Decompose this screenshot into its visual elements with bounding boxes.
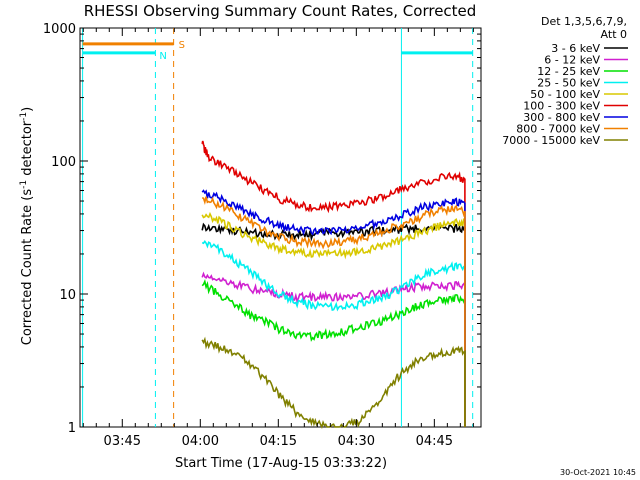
legend-entry-label: 25 - 50 keV <box>537 77 600 90</box>
legend-header-1: Det 1,3,5,6,7,9, <box>541 15 627 28</box>
legend-entry-label: 300 - 800 keV <box>523 111 600 124</box>
y-tick-label: 1 <box>68 421 76 436</box>
footer-date: 30-Oct-2021 10:45 <box>560 468 636 477</box>
legend-header-2: Att 0 <box>601 28 627 41</box>
x-tick-label: 03:45 <box>104 434 141 449</box>
series-layer <box>201 140 466 430</box>
legend-entry-label: 50 - 100 keV <box>530 88 600 101</box>
series-line <box>201 140 466 427</box>
flag-label-n: N <box>159 51 166 62</box>
y-tick-label: 1000 <box>43 22 76 37</box>
y-tick-label: 10 <box>59 288 76 303</box>
y-axis-label: Corrected Count Rate (s-1 detector-1) <box>19 107 35 345</box>
series-line <box>201 271 466 427</box>
series-line <box>201 211 466 427</box>
x-tick-label: 04:00 <box>182 434 219 449</box>
legend-entry-label: 7000 - 15000 keV <box>502 134 600 147</box>
y-axis-label-main: Corrected Count Rate (s <box>20 189 35 346</box>
legend-entry-label: 800 - 7000 keV <box>516 123 600 136</box>
y-tick-label: 100 <box>51 155 76 170</box>
series-line <box>201 279 466 427</box>
legend-entry-label: 6 - 12 keV <box>544 54 600 67</box>
y-axis-label-sup2: -1 <box>19 112 29 121</box>
flag-layer: SN <box>82 28 474 427</box>
x-tick-label: 04:15 <box>260 434 297 449</box>
plot-frame <box>79 27 482 428</box>
y-axis-label-sup1: -1 <box>19 180 29 189</box>
plot-area <box>79 27 482 428</box>
flag-label-s: S <box>179 40 185 51</box>
y-axis-label-mid: detector <box>20 120 35 180</box>
series-line <box>201 189 466 427</box>
series-line <box>201 196 466 427</box>
legend-entry-label: 100 - 300 keV <box>523 100 600 113</box>
axis-layer: 1 10 100 1000 03:45 04:00 04:15 04:30 04:45 <box>43 22 481 449</box>
x-tick-label: 04:30 <box>338 434 375 449</box>
x-tick-label: 04:45 <box>416 434 453 449</box>
x-axis-label: Start Time (17-Aug-15 03:33:22) <box>175 456 387 471</box>
legend-entry-label: 12 - 25 keV <box>537 65 600 78</box>
series-line <box>201 336 466 430</box>
legend-entry-label: 3 - 6 keV <box>551 42 600 55</box>
series-line <box>201 240 466 427</box>
y-axis-label-end: ) <box>20 107 35 112</box>
chart-title: RHESSI Observing Summary Count Rates, Co… <box>84 2 477 20</box>
